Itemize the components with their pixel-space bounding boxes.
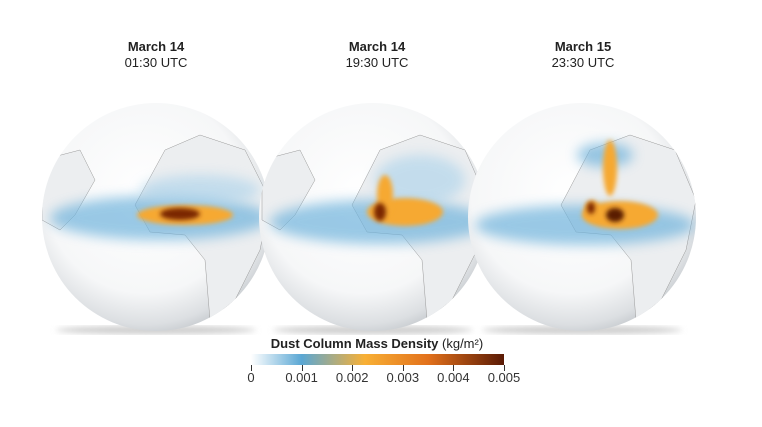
globe-march-15-2330	[468, 103, 696, 331]
legend-label: Dust Column Mass Density	[270, 336, 439, 351]
panel-title-2: March 14 19:30 UTC	[307, 39, 447, 71]
colorbar-tick-label: 0.001	[285, 370, 318, 385]
panel-title-3: March 15 23:30 UTC	[513, 39, 653, 71]
colorbar-tick-label: 0.002	[335, 370, 369, 385]
panel-date: March 15	[554, 39, 612, 54]
colorbar-tick	[301, 365, 303, 371]
colorbar-tick	[453, 365, 455, 371]
legend-unit: (kg/m²)	[442, 336, 484, 351]
panel-date: March 14	[348, 39, 406, 54]
colorbar-tick-label: 0.004	[437, 370, 470, 385]
colorbar-tick-label: 0.003	[386, 370, 420, 385]
globe-march-14-1930	[259, 103, 487, 331]
colorbar-tick-label: 0.005	[487, 370, 521, 385]
panel-title-1: March 14 01:30 UTC	[86, 39, 226, 71]
colorbar-tick-label: 0	[247, 370, 255, 385]
colorbar-tick	[251, 365, 252, 371]
legend-title: Dust Column Mass Density (kg/m²)	[247, 336, 507, 351]
colorbar-tick	[402, 365, 404, 371]
colorbar-tick	[504, 365, 505, 371]
globe-march-14-0130	[42, 103, 270, 331]
panel-time: 01:30 UTC	[124, 55, 188, 70]
panel-time: 23:30 UTC	[551, 55, 615, 70]
panel-date: March 14	[127, 39, 185, 54]
colorbar-tick	[352, 365, 354, 371]
panel-time: 19:30 UTC	[345, 55, 409, 70]
colorbar	[251, 354, 504, 365]
